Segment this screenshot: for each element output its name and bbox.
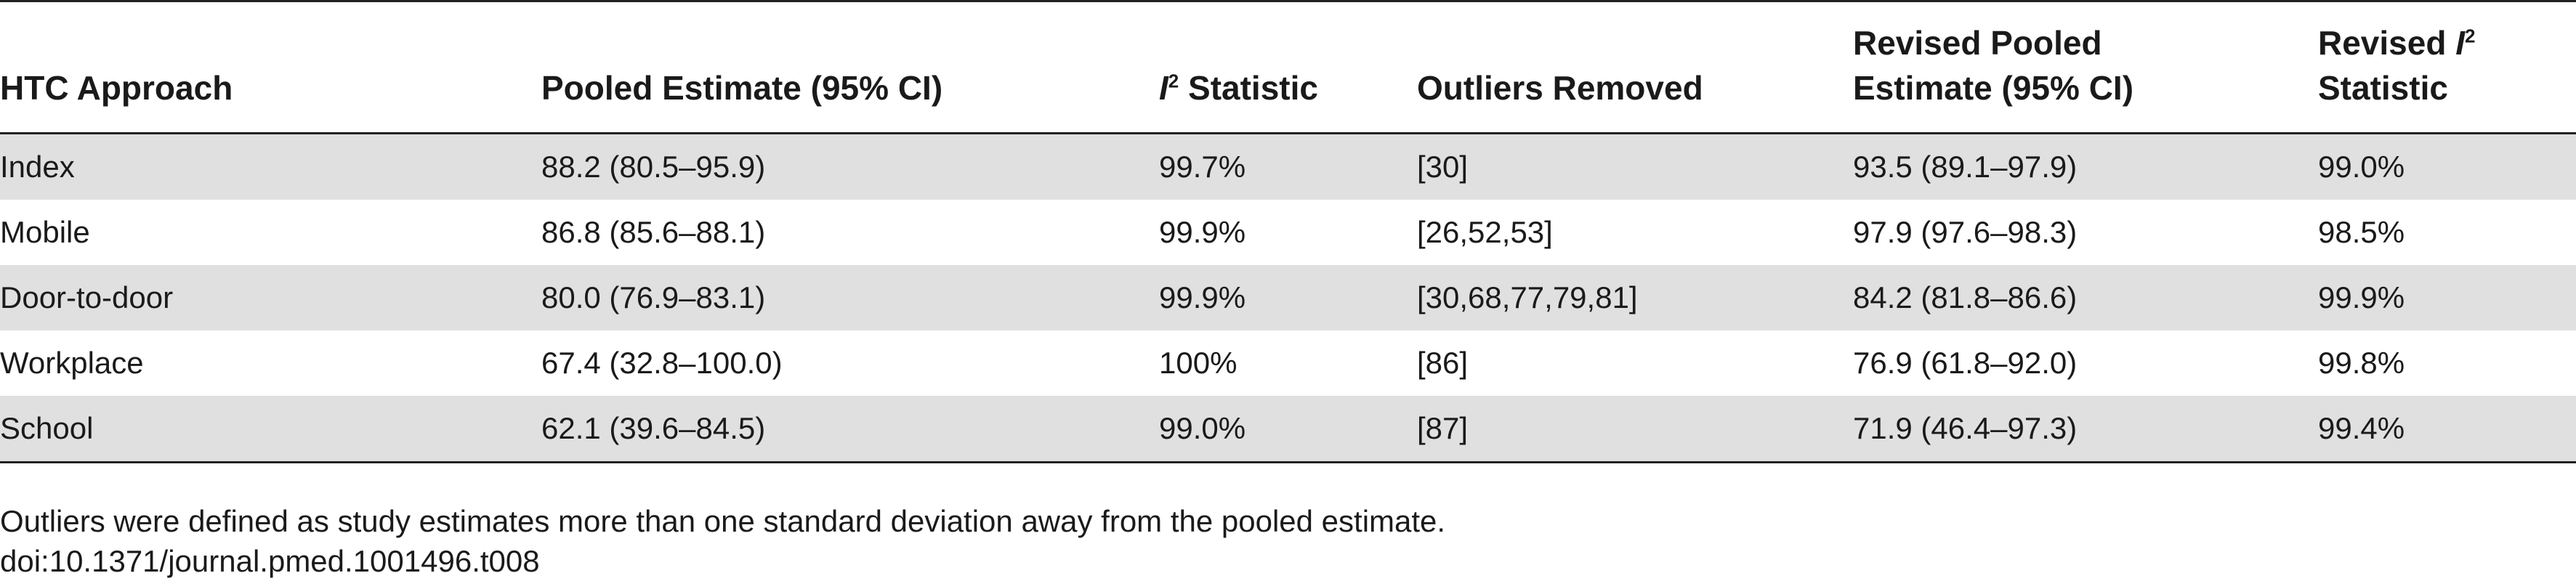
cell-pooled: 62.1 (39.6–84.5)	[541, 396, 1159, 463]
table-row: Index 88.2 (80.5–95.9) 99.7% [30] 93.5 (…	[0, 133, 2576, 200]
cell-i2: 99.9%	[1159, 265, 1417, 330]
header-outliers-removed: Outliers Removed	[1417, 0, 1853, 134]
cell-outliers: [86]	[1417, 346, 1469, 380]
cell-pooled: 67.4 (32.8–100.0)	[541, 346, 783, 380]
cell-revised-pooled: 71.9 (46.4–97.3)	[1853, 396, 2318, 463]
header-revised-i2-statistic: Revised I2 Statistic	[2318, 0, 2576, 134]
i2-superscript: 2	[1168, 70, 1179, 92]
cell-pooled: 80.0 (76.9–83.1)	[541, 265, 1159, 330]
cell-revised-pooled: 93.5 (89.1–97.9)	[1853, 133, 2318, 200]
cell-i2: 99.7%	[1159, 133, 1417, 200]
cell-revised-pooled: 84.2 (81.8–86.6)	[1853, 265, 2318, 330]
revised-i2-symbol: I	[2455, 24, 2465, 62]
cell-pooled: 88.2 (80.5–95.9)	[541, 133, 1159, 200]
results-table-container: HTC Approach Pooled Estimate (95% CI) I2…	[0, 0, 2576, 463]
cell-approach: Workplace	[0, 346, 144, 380]
cell-revised-i2: 99.4%	[2318, 396, 2576, 463]
table-row: Workplace 67.4 (32.8–100.0) 100% [86] 76…	[0, 330, 2576, 396]
cell-outliers: [87]	[1417, 396, 1853, 463]
cell-revised-i2: 98.5%	[2318, 215, 2405, 249]
table-row: Door-to-door 80.0 (76.9–83.1) 99.9% [30,…	[0, 265, 2576, 330]
table-row: School 62.1 (39.6–84.5) 99.0% [87] 71.9 …	[0, 396, 2576, 463]
results-table: HTC Approach Pooled Estimate (95% CI) I2…	[0, 0, 2576, 463]
cell-outliers: [30,68,77,79,81]	[1417, 265, 1853, 330]
header-i2-statistic: I2 Statistic	[1159, 0, 1417, 134]
cell-i2: 100%	[1159, 346, 1237, 380]
header-htc-approach: HTC Approach	[0, 0, 541, 134]
revised-i2-superscript: 2	[2465, 25, 2476, 47]
table-row: Mobile 86.8 (85.6–88.1) 99.9% [26,52,53]…	[0, 200, 2576, 265]
cell-i2: 99.9%	[1159, 215, 1246, 249]
revised-pooled-line1: Revised Pooled	[1853, 24, 2102, 62]
cell-revised-i2: 99.8%	[2318, 346, 2405, 380]
revised-i2-prefix: Revised	[2318, 24, 2456, 62]
cell-approach: School	[0, 396, 541, 463]
cell-revised-i2: 99.0%	[2318, 133, 2576, 200]
header-revised-pooled-estimate: Revised Pooled Estimate (95% CI)	[1853, 0, 2318, 134]
table-body: Index 88.2 (80.5–95.9) 99.7% [30] 93.5 (…	[0, 133, 2576, 463]
cell-revised-pooled: 76.9 (61.8–92.0)	[1853, 346, 2078, 380]
i2-label: Statistic	[1179, 69, 1318, 107]
i2-symbol: I	[1159, 69, 1168, 107]
table-header: HTC Approach Pooled Estimate (95% CI) I2…	[0, 0, 2576, 134]
header-row: HTC Approach Pooled Estimate (95% CI) I2…	[0, 0, 2576, 134]
revised-pooled-line2: Estimate (95% CI)	[1853, 69, 2134, 107]
revised-i2-line2: Statistic	[2318, 69, 2448, 107]
cell-approach: Door-to-door	[0, 265, 541, 330]
cell-approach: Mobile	[0, 215, 90, 249]
cell-i2: 99.0%	[1159, 396, 1417, 463]
cell-revised-i2: 99.9%	[2318, 265, 2576, 330]
table-footnote: Outliers were defined as study estimates…	[0, 504, 1446, 538]
cell-approach: Index	[0, 133, 541, 200]
cell-outliers: [26,52,53]	[1417, 215, 1553, 249]
header-pooled-estimate: Pooled Estimate (95% CI)	[541, 0, 1159, 134]
cell-pooled: 86.8 (85.6–88.1)	[541, 215, 766, 249]
cell-outliers: [30]	[1417, 133, 1853, 200]
cell-revised-pooled: 97.9 (97.6–98.3)	[1853, 215, 2078, 249]
doi-link[interactable]: doi:10.1371/journal.pmed.1001496.t008	[0, 544, 540, 578]
